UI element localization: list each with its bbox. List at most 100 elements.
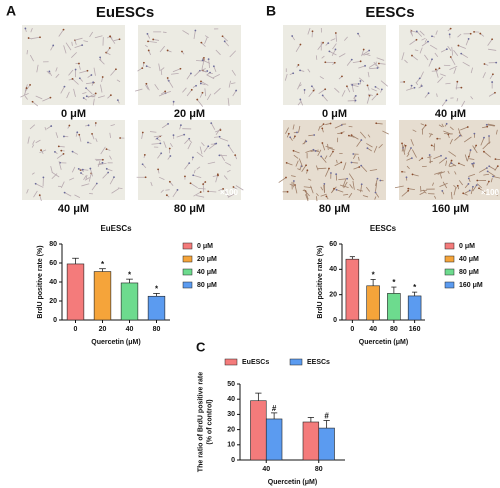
cell xyxy=(89,168,93,177)
nucleus xyxy=(156,137,159,140)
cell xyxy=(464,190,470,194)
cell xyxy=(442,181,448,189)
cell xyxy=(91,183,98,191)
nucleus xyxy=(472,162,475,165)
cell xyxy=(95,138,98,143)
cell xyxy=(69,177,75,181)
nucleus xyxy=(196,98,199,101)
nucleus xyxy=(34,182,37,185)
y-tick-label: 30 xyxy=(227,411,235,418)
cell xyxy=(318,88,326,95)
nucleus xyxy=(434,68,437,71)
cell xyxy=(358,65,366,69)
cell xyxy=(483,173,490,176)
nucleus xyxy=(366,147,369,150)
nucleus xyxy=(219,129,222,131)
cell xyxy=(182,30,190,35)
significance-marker: # xyxy=(324,412,329,421)
nucleus xyxy=(194,29,197,32)
cell xyxy=(421,41,429,47)
cell xyxy=(91,133,95,140)
cell xyxy=(293,150,300,154)
nucleus xyxy=(328,50,331,53)
cell xyxy=(440,73,446,77)
nucleus xyxy=(82,97,85,99)
cell xyxy=(307,27,311,35)
cell xyxy=(437,76,444,83)
nucleus xyxy=(413,86,416,89)
nucleus xyxy=(494,158,497,161)
nucleus xyxy=(322,123,325,126)
nucleus xyxy=(285,176,287,179)
nucleus xyxy=(483,63,486,65)
nucleus xyxy=(207,190,210,193)
cell xyxy=(72,151,79,155)
nucleus xyxy=(479,32,482,35)
y-tick-label: 40 xyxy=(49,279,57,286)
bar xyxy=(345,258,360,321)
cell xyxy=(406,157,413,161)
nucleus xyxy=(292,72,295,75)
cell xyxy=(490,178,493,183)
cell xyxy=(319,76,324,80)
cell xyxy=(193,191,201,197)
nucleus xyxy=(469,149,472,151)
cell xyxy=(214,129,221,133)
cell xyxy=(489,74,494,80)
cell xyxy=(30,27,33,33)
cell xyxy=(339,184,349,188)
cell xyxy=(134,88,143,92)
cell xyxy=(215,127,221,135)
cell xyxy=(429,44,438,50)
nucleus xyxy=(222,188,225,190)
nucleus xyxy=(190,72,192,75)
image-label: 40 μM xyxy=(435,108,466,120)
nucleus xyxy=(109,35,112,38)
cell xyxy=(182,87,187,93)
cell xyxy=(401,52,405,61)
nucleus xyxy=(57,145,60,148)
nucleus xyxy=(475,144,478,147)
cell xyxy=(454,135,461,141)
nucleus xyxy=(496,165,499,168)
cell xyxy=(487,123,496,126)
nucleus xyxy=(305,164,307,167)
cell xyxy=(424,54,429,61)
nucleus xyxy=(376,67,379,69)
nucleus xyxy=(144,176,147,179)
cell xyxy=(226,169,231,173)
bar xyxy=(318,427,335,461)
nucleus xyxy=(68,124,71,127)
cell xyxy=(172,189,178,198)
nucleus xyxy=(350,161,353,164)
nucleus xyxy=(101,161,104,164)
legend-label: EESCs xyxy=(307,359,330,366)
nucleus xyxy=(203,57,205,59)
nucleus xyxy=(146,32,149,35)
nucleus xyxy=(63,85,66,88)
cell xyxy=(488,92,496,97)
cell xyxy=(470,96,474,100)
nucleus xyxy=(376,177,379,180)
x-tick-label: 0 xyxy=(350,326,354,333)
cell xyxy=(428,160,433,163)
cell xyxy=(458,45,466,49)
legend-label: EuESCs xyxy=(242,359,269,366)
panel-label: B xyxy=(266,3,276,19)
cell xyxy=(468,173,476,177)
nucleus xyxy=(410,147,412,149)
cell xyxy=(402,147,406,155)
cell xyxy=(437,171,446,175)
panel-label: A xyxy=(6,3,16,19)
cell xyxy=(229,50,236,58)
nucleus xyxy=(169,155,172,157)
cell xyxy=(204,36,208,44)
nucleus xyxy=(368,94,371,97)
cell xyxy=(331,49,336,56)
nucleus xyxy=(379,179,382,182)
cell xyxy=(206,93,212,101)
nucleus xyxy=(78,133,81,136)
cell xyxy=(82,92,87,94)
cell xyxy=(488,48,497,51)
cell xyxy=(71,52,77,58)
